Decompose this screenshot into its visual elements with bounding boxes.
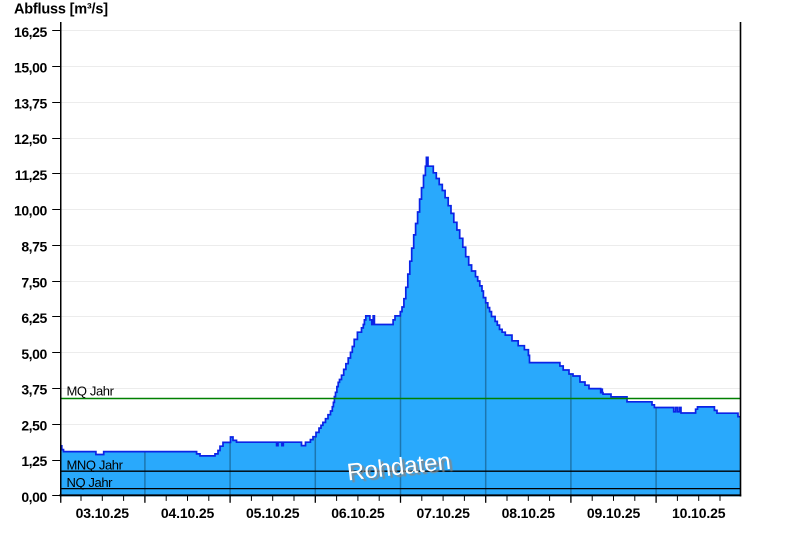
svg-text:2,50: 2,50 [21, 417, 47, 433]
svg-text:06.10.25: 06.10.25 [331, 505, 385, 521]
svg-text:7,50: 7,50 [21, 274, 47, 290]
svg-text:5,00: 5,00 [21, 346, 47, 362]
svg-text:04.10.25: 04.10.25 [161, 505, 215, 521]
svg-text:09.10.25: 09.10.25 [587, 505, 641, 521]
svg-text:MQ Jahr: MQ Jahr [67, 383, 115, 398]
svg-text:NQ Jahr: NQ Jahr [67, 475, 114, 490]
svg-text:12,50: 12,50 [14, 131, 47, 147]
svg-text:MNQ Jahr: MNQ Jahr [67, 457, 124, 472]
svg-text:8,75: 8,75 [21, 239, 47, 255]
svg-text:13,75: 13,75 [14, 95, 47, 111]
svg-text:6,25: 6,25 [21, 310, 47, 326]
svg-text:10,00: 10,00 [14, 203, 47, 219]
svg-text:07.10.25: 07.10.25 [416, 505, 470, 521]
svg-text:08.10.25: 08.10.25 [502, 505, 556, 521]
svg-text:15,00: 15,00 [14, 60, 47, 76]
svg-text:10.10.25: 10.10.25 [672, 505, 726, 521]
svg-text:0,00: 0,00 [21, 489, 47, 505]
svg-text:1,25: 1,25 [21, 453, 47, 469]
svg-text:11,25: 11,25 [15, 167, 48, 183]
svg-text:16,25: 16,25 [14, 24, 47, 40]
svg-text:03.10.25: 03.10.25 [76, 505, 130, 521]
svg-text:3,75: 3,75 [21, 382, 47, 398]
svg-text:05.10.25: 05.10.25 [246, 505, 300, 521]
svg-text:Abfluss [m³/s]: Abfluss [m³/s] [14, 2, 108, 18]
